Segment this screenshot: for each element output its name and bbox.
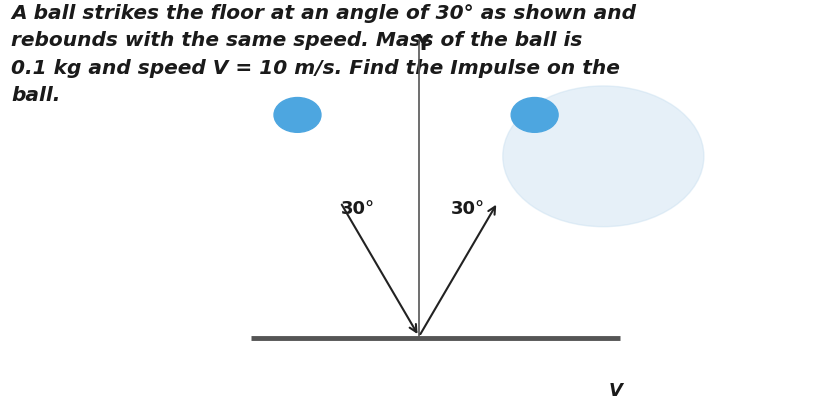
Text: 30°: 30° <box>341 199 375 218</box>
Text: V: V <box>609 381 623 399</box>
Text: Y: Y <box>416 34 431 54</box>
Ellipse shape <box>274 98 321 133</box>
Ellipse shape <box>511 98 558 133</box>
Ellipse shape <box>503 87 704 227</box>
Text: A ball strikes the floor at an angle of 30° as shown and
rebounds with the same : A ball strikes the floor at an angle of … <box>11 4 636 104</box>
Text: 30°: 30° <box>451 199 485 218</box>
